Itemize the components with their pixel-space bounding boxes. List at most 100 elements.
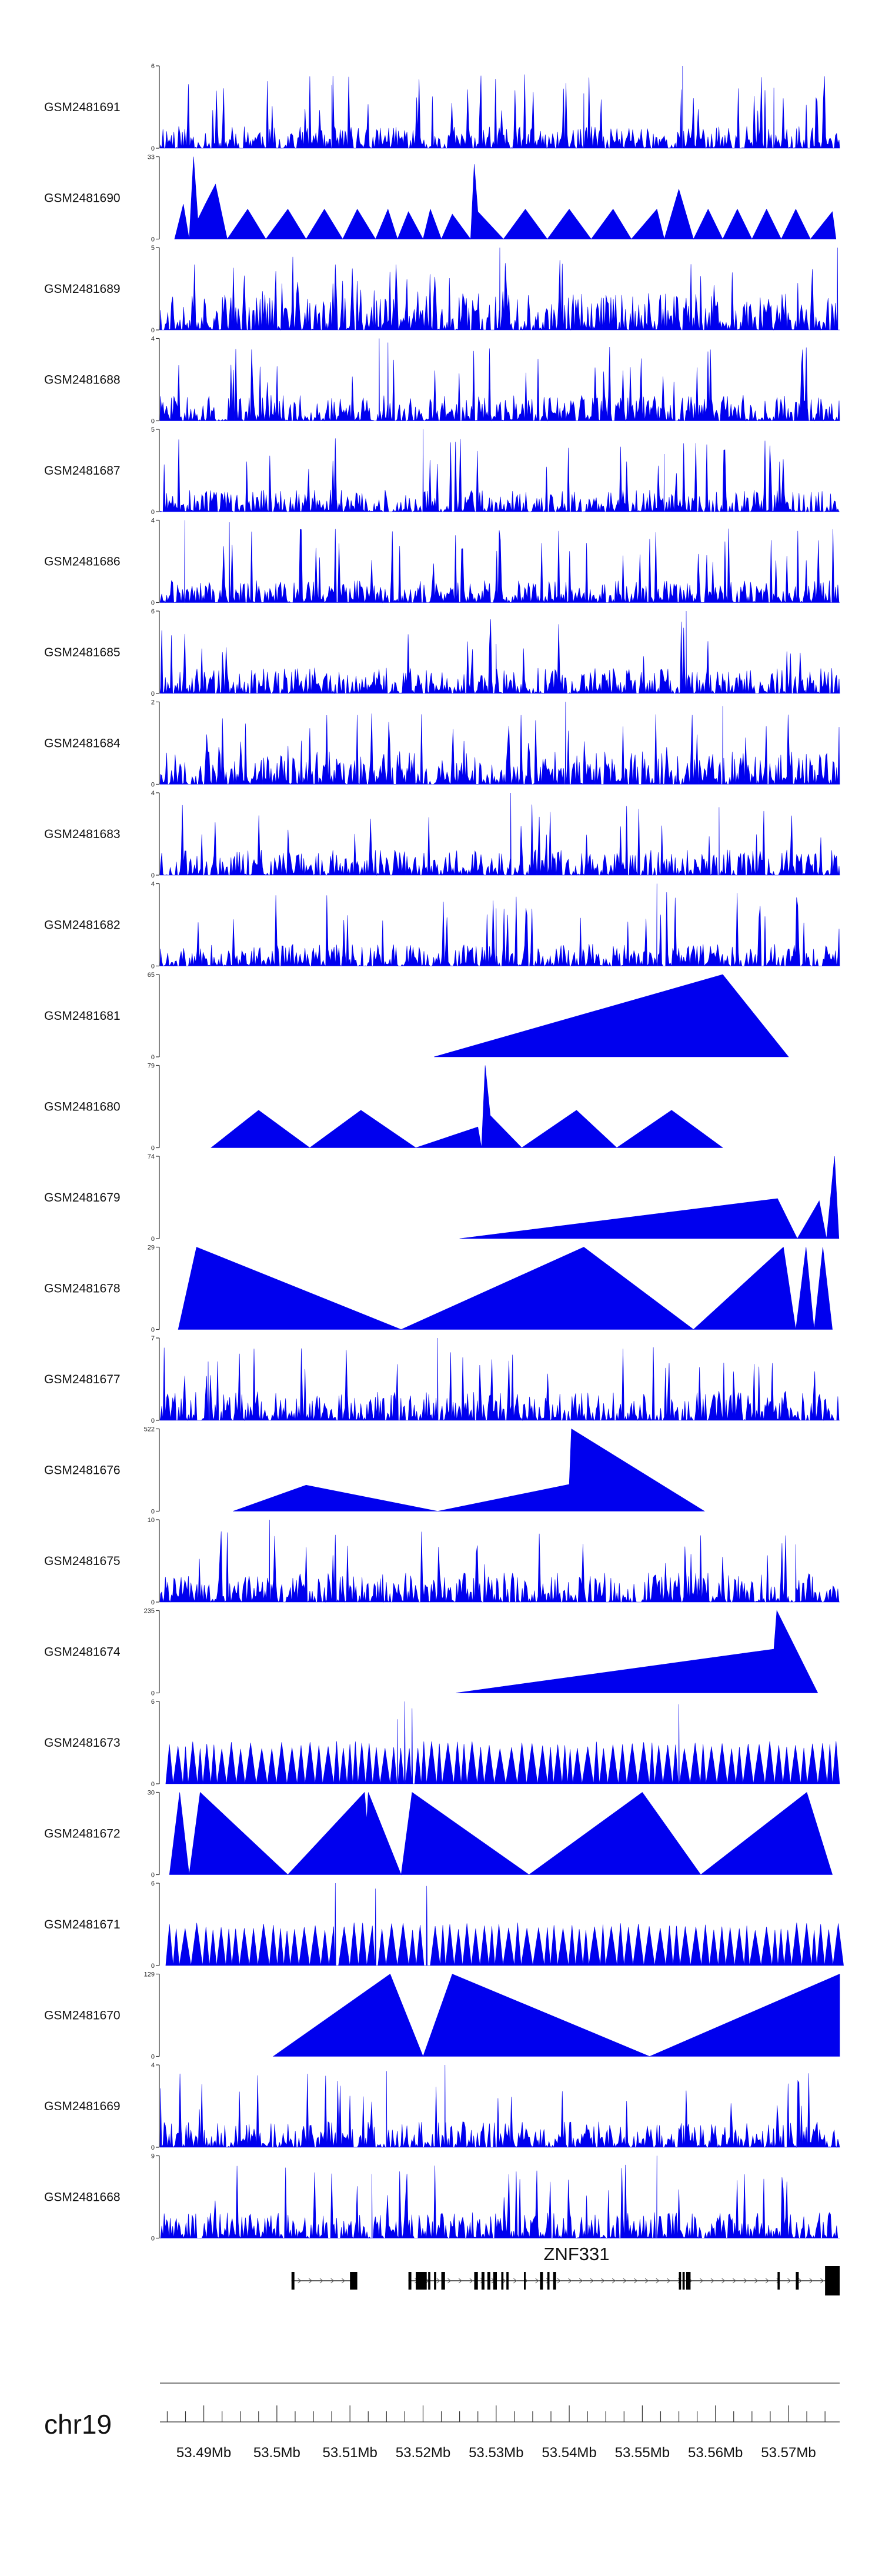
gene-exon (408, 2272, 412, 2290)
gene-exon (547, 2272, 550, 2290)
x-tick-label: 53.57Mb (761, 2445, 816, 2461)
signal-area (159, 65, 840, 149)
y-min-label: 0 (151, 2144, 155, 2151)
signal-area (165, 1701, 840, 1784)
y-min-label: 0 (151, 782, 155, 789)
y-min-label: 0 (151, 690, 155, 698)
y-max-label: 9 (151, 2153, 155, 2160)
gene-exon (686, 2272, 691, 2290)
y-max-label: 129 (144, 1971, 155, 1978)
track-GSM2481678: GSM2481678 29 0 (44, 1244, 833, 1334)
y-min-label: 0 (151, 1963, 155, 1970)
track-label: GSM2481675 (44, 1554, 121, 1568)
strand-arrow-icon (513, 2278, 517, 2284)
track-label: GSM2481673 (44, 1736, 121, 1750)
y-min-label: 0 (151, 509, 155, 516)
y-min-label: 0 (151, 963, 155, 970)
strand-arrow-icon (721, 2278, 726, 2284)
track-label: GSM2481674 (44, 1646, 121, 1659)
strand-arrow-icon (469, 2278, 473, 2284)
gene-exon (506, 2272, 509, 2290)
gene-exon (501, 2272, 504, 2290)
y-min-label: 0 (151, 418, 155, 425)
chromosome-label: chr19 (44, 2409, 112, 2440)
gene-exon (493, 2272, 497, 2290)
track-label: GSM2481689 (44, 282, 121, 296)
strand-arrow-icon (644, 2278, 649, 2284)
y-min-label: 0 (151, 1599, 155, 1606)
gene-exon (481, 2272, 485, 2290)
track-label: GSM2481680 (44, 1100, 121, 1114)
signal-area (159, 1337, 840, 1422)
track-GSM2481670: GSM2481670 129 0 (44, 1971, 840, 2061)
strand-arrow-icon (623, 2278, 627, 2284)
y-min-label: 0 (151, 1054, 155, 1061)
signal-area (178, 1246, 833, 1330)
y-min-label: 0 (151, 1327, 155, 1334)
track-GSM2481684: GSM2481684 2 0 (44, 699, 840, 789)
track-GSM2481680: GSM2481680 79 0 (44, 1063, 724, 1152)
track-label: GSM2481678 (44, 1282, 121, 1296)
signal-area (174, 156, 837, 240)
signal-area (159, 520, 840, 603)
strand-arrow-icon (579, 2278, 583, 2284)
strand-arrow-icon (502, 2278, 506, 2284)
y-max-label: 6 (151, 63, 155, 70)
signal-area (211, 1065, 724, 1148)
y-max-label: 74 (148, 1153, 155, 1160)
gene-exon (777, 2272, 780, 2290)
track-label: GSM2481684 (44, 737, 121, 750)
y-min-label: 0 (151, 1690, 155, 1697)
gene-annotation-track: ZNF331 (291, 2244, 840, 2295)
track-GSM2481689: GSM2481689 5 0 (44, 245, 840, 334)
strand-arrow-icon (732, 2278, 737, 2284)
y-max-label: 65 (148, 972, 155, 979)
gene-exon (682, 2272, 685, 2290)
y-max-label: 6 (151, 608, 155, 615)
gene-exon (474, 2272, 478, 2290)
track-label: GSM2481677 (44, 1373, 121, 1386)
y-min-label: 0 (151, 236, 155, 243)
strand-arrow-icon (787, 2278, 791, 2284)
signal-area (434, 974, 789, 1057)
y-min-label: 0 (151, 1872, 155, 1879)
strand-arrow-icon (809, 2278, 813, 2284)
signal-area (456, 1610, 818, 1693)
y-min-label: 0 (151, 2235, 155, 2243)
strand-arrow-icon (710, 2278, 714, 2284)
genome-axis-track: chr19 53.49Mb 53.5Mb 53.51Mb 53.52Mb 53.53Mb… (44, 2383, 840, 2461)
strand-arrow-icon (436, 2278, 440, 2284)
strand-arrow-icon (765, 2278, 769, 2284)
strand-arrow-icon (798, 2278, 802, 2284)
track-label: GSM2481670 (44, 2009, 121, 2023)
gene-exon (428, 2272, 430, 2290)
y-max-label: 6 (151, 1880, 155, 1887)
strand-arrow-icon (568, 2278, 572, 2284)
strand-arrow-icon (601, 2278, 605, 2284)
gene-name-label: ZNF331 (544, 2244, 610, 2264)
track-GSM2481683: GSM2481683 4 0 (44, 790, 840, 879)
signal-area (165, 1883, 844, 1966)
x-tick-label: 53.55Mb (615, 2445, 670, 2461)
track-GSM2481685: GSM2481685 6 0 (44, 608, 840, 698)
track-GSM2481672: GSM2481672 30 0 (44, 1790, 833, 1879)
y-max-label: 7 (151, 1335, 155, 1342)
x-tick-label: 53.56Mb (688, 2445, 743, 2461)
strand-arrow-icon (699, 2278, 704, 2284)
signal-area (159, 792, 840, 876)
y-min-label: 0 (151, 145, 155, 152)
y-max-label: 10 (148, 1517, 155, 1524)
signal-area (272, 1974, 840, 2057)
data-tracks: GSM248169160GSM2481690330GSM248168950GSM… (44, 63, 844, 2243)
track-label: GSM2481685 (44, 646, 121, 659)
strand-arrow-icon (612, 2278, 616, 2284)
x-tick-label: 53.49Mb (176, 2445, 231, 2461)
track-label: GSM2481690 (44, 192, 121, 205)
track-GSM2481686: GSM2481686 4 0 (44, 518, 840, 607)
strand-arrow-icon (319, 2278, 323, 2284)
signal-area (159, 610, 840, 695)
strand-arrow-icon (656, 2278, 660, 2284)
track-label: GSM2481688 (44, 373, 121, 387)
track-GSM2481690: GSM2481690 33 0 (44, 154, 837, 243)
